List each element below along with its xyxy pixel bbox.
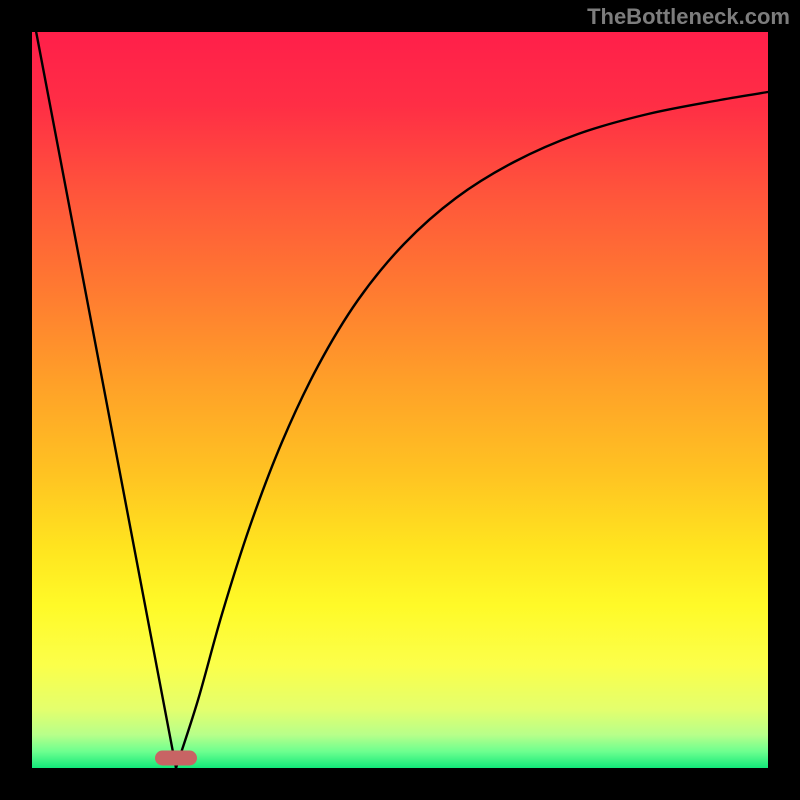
watermark-text: TheBottleneck.com <box>587 4 790 30</box>
bottleneck-chart <box>0 0 800 800</box>
plot-background <box>32 32 768 768</box>
chart-container: { "watermark": { "text": "TheBottleneck.… <box>0 0 800 800</box>
minimum-marker <box>155 751 197 766</box>
